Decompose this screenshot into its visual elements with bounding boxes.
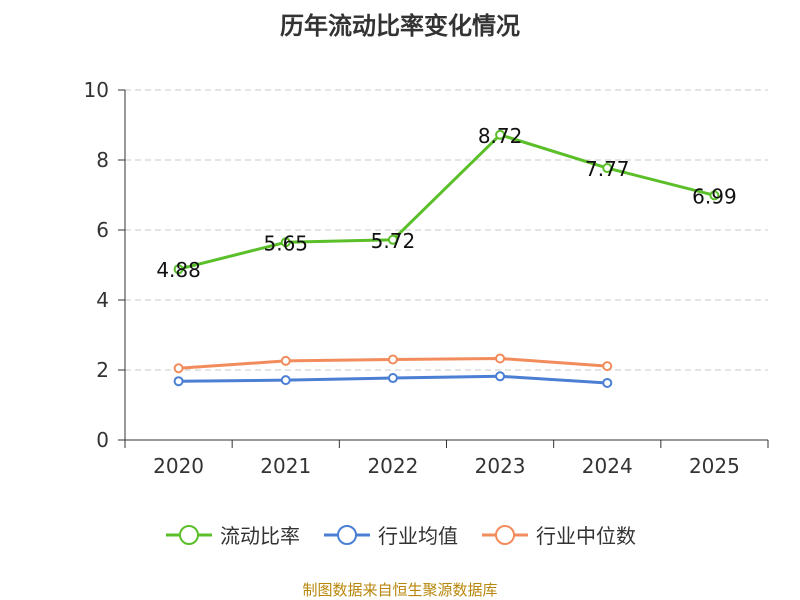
data-label: 7.77 xyxy=(585,157,630,181)
legend-marker-green xyxy=(166,524,212,545)
data-point xyxy=(602,163,613,174)
data-point xyxy=(709,190,720,201)
data-point xyxy=(602,377,613,388)
data-point xyxy=(387,234,398,245)
y-tick-label: 4 xyxy=(96,288,109,312)
y-tick-label: 0 xyxy=(96,428,109,452)
data-point xyxy=(173,264,184,275)
data-point xyxy=(280,355,291,366)
data-point xyxy=(173,376,184,387)
data-point xyxy=(495,371,506,382)
data-label: 8.72 xyxy=(478,124,523,148)
y-tick-label: 8 xyxy=(96,148,109,172)
x-tick-label: 2021 xyxy=(260,454,311,478)
data-point xyxy=(280,375,291,386)
data-label: 5.65 xyxy=(263,231,308,255)
data-point xyxy=(280,237,291,248)
x-tick-label: 2024 xyxy=(582,454,633,478)
legend-label: 行业中位数 xyxy=(536,524,636,548)
data-point xyxy=(495,129,506,140)
legend-item-industry-median[interactable]: 行业中位数 xyxy=(480,520,636,549)
chart-legend: 流动比率 行业均值 行业中位数 xyxy=(0,520,800,549)
x-tick-label: 2022 xyxy=(367,454,418,478)
x-tick-label: 2025 xyxy=(689,454,740,478)
x-tick-label: 2020 xyxy=(153,454,204,478)
y-tick-label: 6 xyxy=(96,218,109,242)
data-label: 6.99 xyxy=(692,184,737,208)
data-point xyxy=(173,363,184,374)
data-label: 4.88 xyxy=(156,258,201,282)
legend-item-industry-mean[interactable]: 行业均值 xyxy=(322,520,458,549)
chart-title: 历年流动比率变化情况 xyxy=(280,12,520,40)
legend-label: 行业均值 xyxy=(378,524,458,548)
legend-label: 流动比率 xyxy=(220,524,300,548)
data-point xyxy=(387,373,398,384)
legend-marker-orange xyxy=(482,524,528,545)
data-label: 5.72 xyxy=(371,229,416,253)
data-point xyxy=(387,354,398,365)
x-tick-label: 2023 xyxy=(475,454,526,478)
series-line xyxy=(178,133,715,271)
data-point xyxy=(602,361,613,372)
y-tick-label: 2 xyxy=(96,358,109,382)
y-tick-label: 10 xyxy=(84,78,109,102)
data-point xyxy=(495,353,506,364)
legend-marker-blue xyxy=(324,524,370,545)
legend-item-current-ratio[interactable]: 流动比率 xyxy=(164,520,300,549)
data-source-note: 制图数据来自恒生聚源数据库 xyxy=(302,581,498,599)
